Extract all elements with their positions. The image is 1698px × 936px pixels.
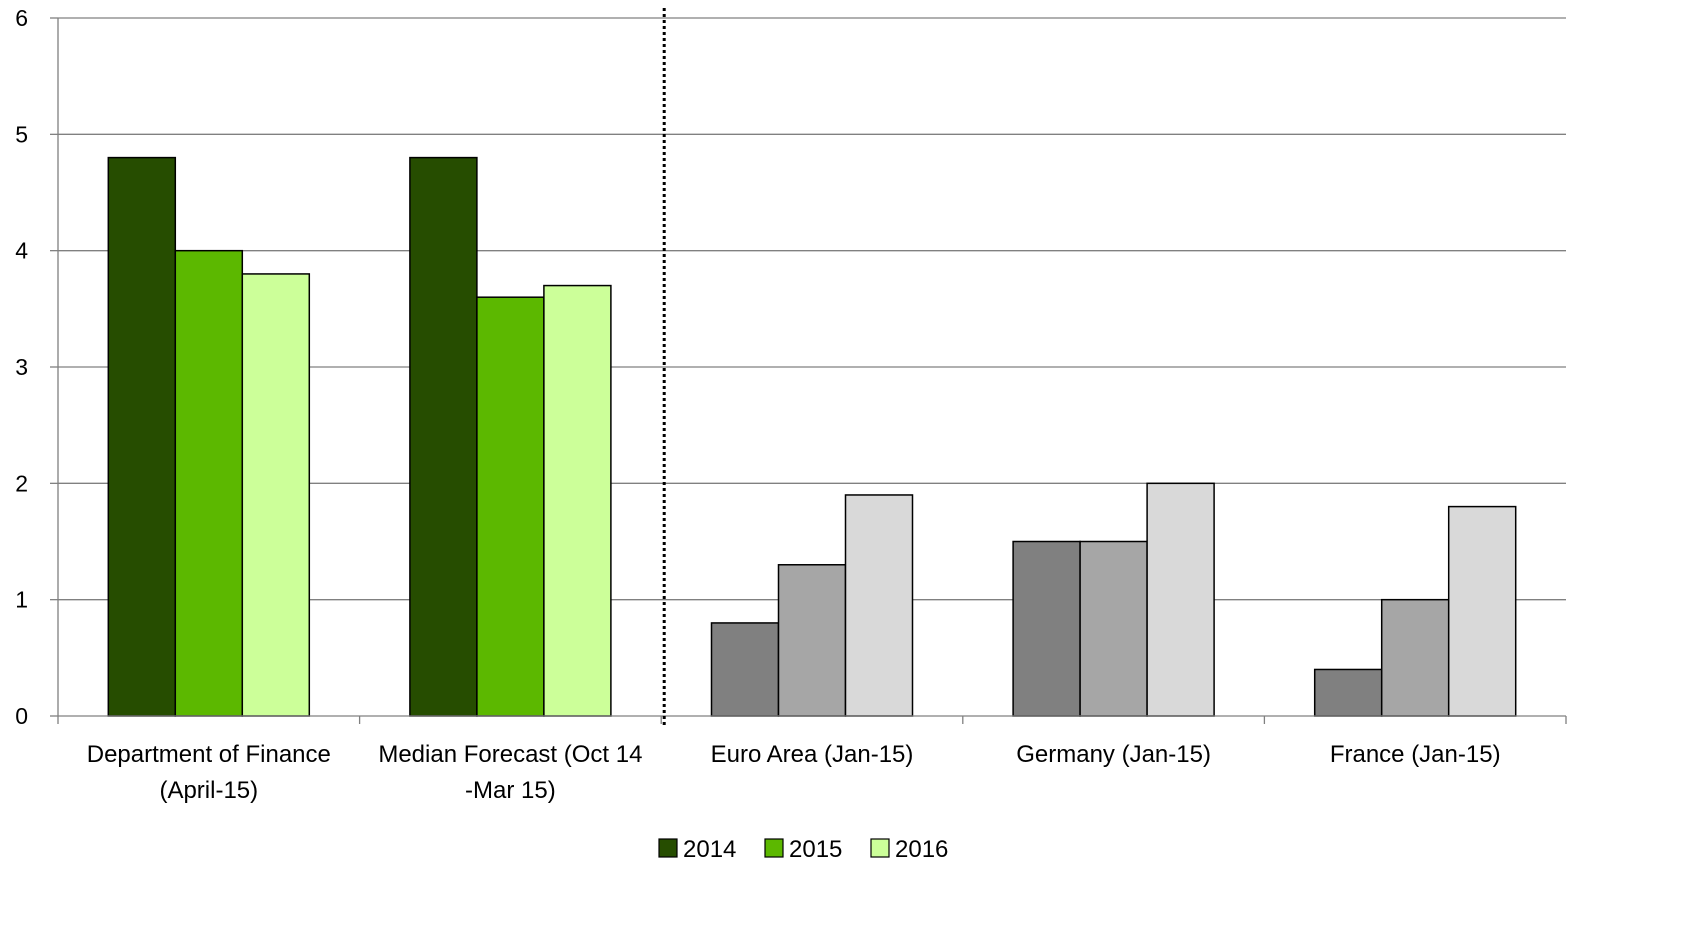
legend-swatch-2015 xyxy=(764,838,784,858)
bar-2015-3 xyxy=(1079,540,1148,717)
x-category-label: (April-15) xyxy=(159,777,258,804)
legend-label-2016: 2016 xyxy=(895,836,948,863)
bar-2015-1 xyxy=(476,296,545,717)
bar-2014-4 xyxy=(1313,668,1383,717)
legend-swatch-2016 xyxy=(870,838,890,858)
x-category-label: Median Forecast (Oct 14 xyxy=(378,741,642,768)
bar-2015-4 xyxy=(1380,598,1450,717)
bar-2014-0 xyxy=(107,156,177,717)
y-tick-label: 1 xyxy=(15,587,28,613)
x-category-label: France (Jan-15) xyxy=(1330,741,1501,768)
bar-2016-2 xyxy=(844,494,914,717)
y-tick-label: 4 xyxy=(15,238,28,264)
bar-2016-3 xyxy=(1146,482,1215,717)
bar-2016-0 xyxy=(241,273,311,717)
legend: 2014 2015 2016 xyxy=(658,836,948,863)
bar-2014-2 xyxy=(710,622,780,717)
legend-swatch-2014 xyxy=(658,838,678,858)
bar-2014-3 xyxy=(1012,540,1081,717)
x-category-label: Euro Area (Jan-15) xyxy=(711,741,914,768)
bar-2015-2 xyxy=(777,564,847,717)
tick-labels: 0 1 2 3 4 5 6 Department of Finance (April-15) Me… xyxy=(15,5,1500,804)
y-tick-label: 3 xyxy=(15,354,28,380)
bar-2014-1 xyxy=(409,156,478,717)
legend-label-2014: 2014 xyxy=(683,836,736,863)
y-tick-label: 5 xyxy=(15,121,28,147)
y-tick-label: 6 xyxy=(15,5,28,31)
x-category-label: Germany (Jan-15) xyxy=(1016,741,1211,768)
axes xyxy=(50,8,1567,726)
y-tick-label: 2 xyxy=(15,470,28,496)
y-tick-label: 0 xyxy=(15,703,28,729)
bar-2016-4 xyxy=(1447,505,1517,717)
bar-2015-0 xyxy=(174,249,244,717)
x-category-label: Department of Finance xyxy=(87,741,331,768)
bars xyxy=(107,156,1517,717)
legend-label-2015: 2015 xyxy=(789,836,842,863)
x-category-label: -Mar 15) xyxy=(465,777,556,804)
bar-2016-1 xyxy=(543,284,612,717)
